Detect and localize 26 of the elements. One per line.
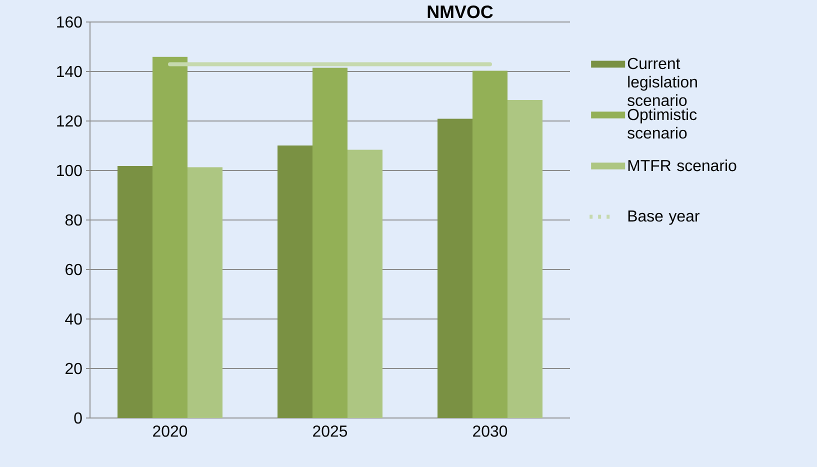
y-tick-label: 60: [66, 264, 82, 276]
legend-label: Base year: [628, 210, 700, 225]
chart-title: NMVOC: [428, 6, 493, 18]
y-tick-label: 20: [66, 362, 82, 374]
y-tick-label: 100: [57, 164, 82, 176]
x-tick-label: 2020: [153, 426, 188, 437]
y-tick-label: 160: [57, 16, 82, 28]
bar: [118, 166, 153, 418]
bar: [188, 167, 223, 418]
bar: [152, 56, 188, 418]
legend-label: MTFR scenario: [628, 159, 736, 172]
x-tick-label: 2030: [473, 426, 508, 437]
bar: [438, 118, 473, 418]
y-tick-label: 0: [74, 412, 82, 424]
bar: [278, 145, 313, 418]
bar: [348, 150, 383, 418]
bar: [508, 100, 543, 418]
x-tick-label: 2025: [313, 426, 348, 437]
bar: [312, 68, 348, 418]
legend-label: Current legislation scenario: [628, 58, 697, 106]
bar: [472, 70, 508, 418]
legend-label: Optimistic scenario: [628, 108, 697, 139]
y-tick-label: 120: [57, 115, 82, 127]
y-tick-label: 40: [65, 313, 82, 325]
y-tick-label: 80: [65, 214, 82, 226]
y-tick-label: 140: [57, 66, 82, 78]
